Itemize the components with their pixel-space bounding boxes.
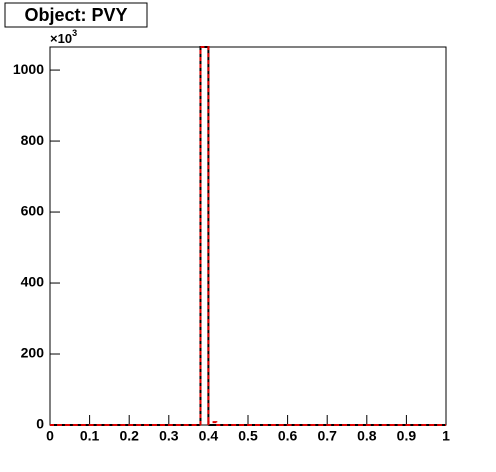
y-tick-label: 800 [21, 132, 45, 148]
x-tick-label: 0 [46, 428, 54, 444]
histogram-bin [199, 46, 210, 425]
histogram-bin [207, 421, 218, 425]
axis-multiplier: ×103 [50, 28, 77, 46]
title-box [4, 2, 148, 28]
y-tick-label: 200 [21, 345, 45, 361]
multiplier-base: ×10 [50, 31, 72, 46]
y-tick-label: 400 [21, 274, 45, 290]
x-tick-label: 0.3 [159, 428, 179, 444]
x-tick-label: 0.5 [238, 428, 258, 444]
chart-title: Object: PVY [24, 5, 127, 25]
y-tick-label: 600 [21, 203, 45, 219]
x-tick-label: 0.8 [357, 428, 377, 444]
x-tick-label: 0.1 [80, 428, 100, 444]
y-tick-label: 1000 [13, 61, 44, 77]
x-tick-label: 1 [442, 428, 450, 444]
x-tick-label: 0.2 [119, 428, 139, 444]
x-tick-label: 0.6 [278, 428, 298, 444]
x-tick-label: 0.4 [199, 428, 219, 444]
multiplier-exp: 3 [72, 28, 77, 38]
y-tick-label: 0 [36, 416, 44, 432]
histogram-bin [199, 46, 210, 425]
x-tick-label: 0.7 [317, 428, 337, 444]
frame [49, 46, 447, 426]
x-tick-label: 0.9 [397, 428, 417, 444]
